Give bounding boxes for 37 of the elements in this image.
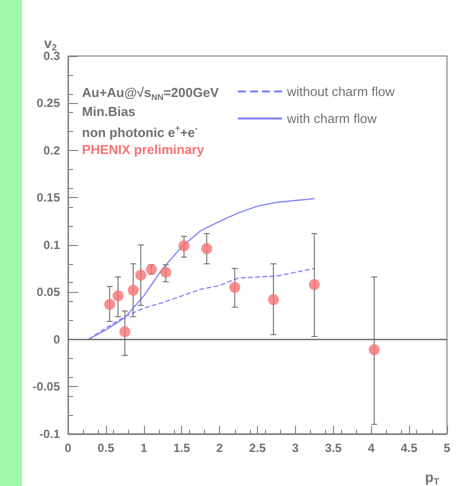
y-tick-label: 0.1: [43, 238, 60, 252]
point: [201, 243, 212, 254]
point: [308, 279, 320, 290]
legend-label: with charm flow: [286, 111, 378, 126]
point: [119, 326, 130, 338]
point: [104, 298, 116, 310]
point: [368, 344, 380, 356]
x-tick-label: 0.5: [98, 440, 115, 455]
x-tick-label: 4: [368, 440, 375, 455]
annotation: non photonic e++e-: [82, 123, 198, 140]
point: [128, 284, 139, 296]
legend-label: without charm flow: [286, 84, 396, 99]
x-tick-label: 0: [64, 440, 72, 455]
y-tick-label: 0.15: [36, 190, 60, 205]
y-tick-label: 0.3: [43, 49, 60, 63]
annotation: PHENIX preliminary: [82, 142, 205, 157]
point: [135, 270, 146, 281]
annotation: Min.Bias: [82, 104, 136, 119]
x-tick-label: 5: [444, 440, 451, 455]
x-tick-label: 2: [216, 440, 224, 455]
x-tick-label: 1.5: [173, 440, 190, 455]
x-tick-label: 3.5: [324, 440, 342, 455]
y-tick-label: 0.25: [36, 96, 60, 110]
x-tick-label: 2.5: [249, 440, 266, 455]
point: [268, 294, 279, 306]
point: [229, 282, 240, 293]
y-tick-label: 0.05: [36, 285, 60, 300]
y-tick-label: -0.05: [32, 380, 60, 394]
x-tick-label: 4.5: [400, 440, 418, 455]
point: [160, 266, 172, 278]
y-tick-label: 0: [53, 332, 60, 346]
point: [178, 240, 190, 252]
y-tick-label: 0.2: [43, 143, 60, 158]
y-tick-label: -0.1: [39, 426, 60, 441]
point: [112, 290, 124, 302]
x-tick-label: 3: [292, 440, 300, 455]
x-tick-label: 1: [140, 440, 148, 455]
